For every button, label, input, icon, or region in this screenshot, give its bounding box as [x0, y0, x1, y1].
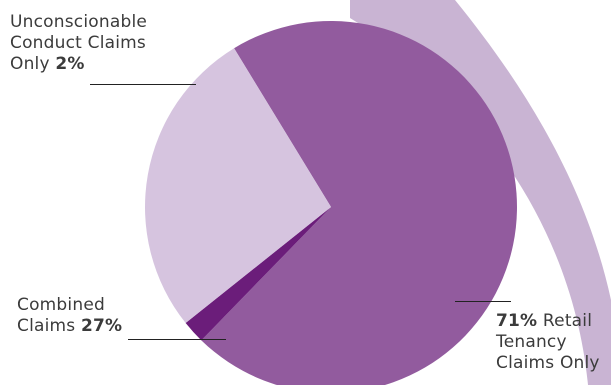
leader-combined: [128, 339, 226, 340]
label-combined: Combined Claims 27%: [17, 295, 122, 337]
label-retail: 71% Retail Tenancy Claims Only: [496, 311, 600, 374]
leader-retail: [455, 301, 511, 302]
label-combined-line1: Combined: [17, 295, 122, 316]
label-unconscionable-line3: Only: [10, 54, 50, 74]
label-unconscionable-pct: 2%: [55, 54, 84, 74]
label-retail-pct: 71%: [496, 311, 537, 331]
label-combined-pct: 27%: [81, 316, 122, 336]
label-retail-line1: Retail: [543, 311, 592, 331]
leader-unconscionable: [90, 84, 196, 85]
label-combined-line2: Claims: [17, 316, 75, 336]
label-unconscionable-line2: Conduct Claims: [10, 33, 147, 54]
label-retail-line2: Tenancy: [496, 332, 600, 353]
label-retail-line3: Claims Only: [496, 353, 600, 374]
label-unconscionable: Unconscionable Conduct Claims Only 2%: [10, 12, 147, 75]
pie-slices: [145, 21, 517, 385]
label-unconscionable-line1: Unconscionable: [10, 12, 147, 33]
